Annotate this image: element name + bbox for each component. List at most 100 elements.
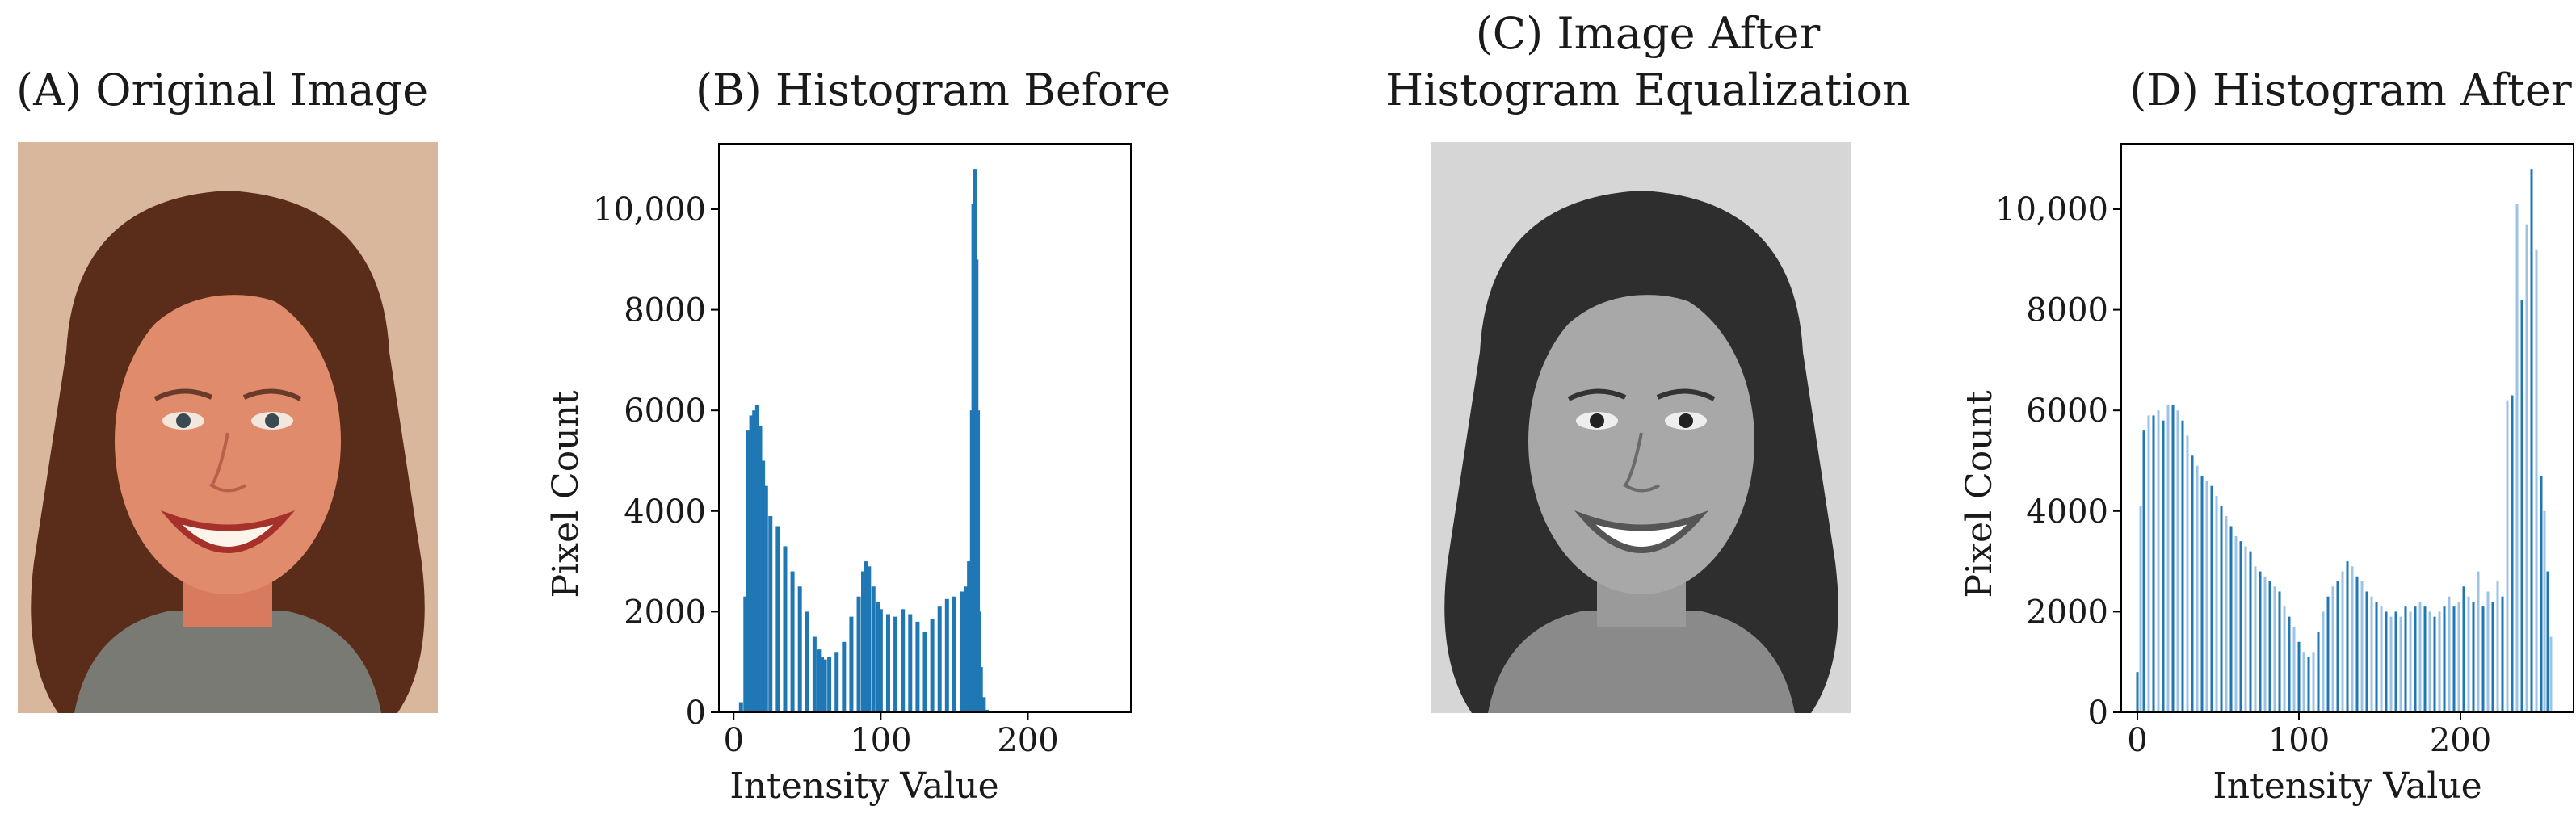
- histogram-after-bar: [2278, 591, 2281, 712]
- y-tick-label: 6000: [624, 392, 706, 430]
- histogram-before-bars: [738, 169, 989, 713]
- histogram-after-bar: [2385, 611, 2388, 712]
- histogram-before-bar: [763, 485, 768, 712]
- histogram-after-bar: [2254, 566, 2257, 712]
- histogram-after-bar: [2249, 551, 2252, 712]
- histogram-after-xlabel: Intensity Value: [2213, 766, 2481, 807]
- y-tick-label: 0: [686, 695, 706, 732]
- histogram-after-bar: [2530, 169, 2533, 712]
- histogram-after-bar: [2486, 591, 2490, 712]
- histogram-after-bar: [2438, 611, 2441, 712]
- original-portrait-image: [18, 142, 438, 713]
- histogram-after-bar: [2147, 415, 2150, 712]
- histogram-after-bar: [2239, 541, 2242, 712]
- y-tick-label: 4000: [2026, 493, 2108, 531]
- histogram-after-bar: [2409, 611, 2412, 712]
- histogram-after-bar: [2200, 476, 2204, 712]
- histogram-before-bar: [885, 614, 890, 712]
- histogram-after-bar: [2157, 410, 2160, 712]
- histogram-after-bar: [2491, 601, 2494, 712]
- x-tick-label: 100: [2268, 722, 2330, 759]
- histogram-before-bar: [908, 614, 913, 712]
- histogram-after-bar: [2259, 571, 2262, 712]
- x-tick-label: 200: [2430, 722, 2491, 759]
- histogram-before-bar: [944, 598, 949, 712]
- histogram-before-bar: [746, 430, 750, 712]
- histogram-after-bar: [2501, 596, 2504, 712]
- histogram-after-bar: [2283, 606, 2286, 712]
- histogram-after-bar: [2525, 224, 2528, 713]
- histogram-before-bar: [754, 405, 759, 712]
- histogram-before-bar: [985, 709, 989, 712]
- histogram-after-bar: [2535, 249, 2538, 712]
- histogram-after-bar: [2225, 516, 2228, 712]
- panel-d-title: (D) Histogram After: [2129, 65, 2572, 115]
- histogram-after-bar: [2186, 435, 2189, 712]
- histogram-before-bar: [775, 526, 780, 712]
- histogram-before-bar: [849, 616, 854, 712]
- histogram-before-bar: [964, 586, 969, 712]
- histogram-after-bar: [2546, 571, 2549, 712]
- histogram-after-bar: [2457, 601, 2460, 712]
- histogram-after-bar: [2162, 420, 2165, 712]
- histogram-before-bar: [768, 516, 773, 712]
- histogram-after-bar: [2414, 606, 2417, 712]
- histogram-after-bar: [2355, 576, 2359, 712]
- histogram-after-bar: [2346, 561, 2349, 712]
- histogram-after-bar: [2394, 611, 2397, 712]
- histogram-after-bar: [2515, 204, 2519, 713]
- panel-b-title: (B) Histogram Before: [695, 65, 1171, 115]
- histogram-after-frame: [2120, 143, 2574, 713]
- panel-a-title: (A) Original Image: [16, 65, 429, 115]
- y-tick-label: 4000: [624, 493, 706, 531]
- histogram-before-bar: [783, 546, 788, 712]
- histogram-before-bar: [915, 621, 920, 712]
- histogram-after-bar: [2220, 506, 2223, 712]
- histogram-before-ylabel: Pixel Count: [545, 390, 586, 598]
- histogram-after-bar: [2448, 596, 2451, 712]
- histogram-after-bar: [2511, 395, 2514, 712]
- histogram-after-bar: [2229, 526, 2233, 712]
- histogram-after-bar: [2263, 576, 2267, 712]
- histogram-before-bar: [827, 657, 832, 712]
- histogram-before-bar: [952, 596, 956, 712]
- histogram-after-bar: [2540, 476, 2543, 712]
- histogram-before-bar: [805, 611, 809, 712]
- histogram-after-bar: [2375, 601, 2378, 712]
- y-tick-label: 0: [2088, 695, 2108, 732]
- histogram-before-bar: [922, 632, 927, 712]
- histogram-before-bar: [822, 659, 827, 712]
- histogram-before-bar: [856, 596, 861, 712]
- histogram-after-bar: [2297, 641, 2301, 712]
- histogram-after-bar: [2481, 606, 2485, 712]
- histogram-after-bar: [2215, 496, 2218, 712]
- histogram-after-bar: [2234, 535, 2238, 712]
- histogram-before-bar: [861, 571, 865, 712]
- histogram-before-bar: [937, 606, 942, 712]
- histogram-after-bar: [2317, 632, 2320, 712]
- histogram-after-bar: [2302, 652, 2305, 712]
- histogram-after-bar: [2418, 601, 2422, 712]
- histogram-after-bar: [2331, 586, 2334, 712]
- histogram-before-bar: [978, 666, 983, 712]
- histogram-after-bar: [2351, 566, 2354, 712]
- histogram-after-bar: [2191, 455, 2194, 712]
- histogram-after-bar: [2312, 652, 2315, 712]
- histogram-after-bar: [2142, 430, 2145, 712]
- histogram-after-bar: [2443, 606, 2446, 712]
- histogram-before-bar: [977, 611, 981, 712]
- histogram-after-bar: [2433, 616, 2436, 712]
- histogram-before-xlabel: Intensity Value: [729, 766, 998, 807]
- histogram-before-bar: [738, 702, 743, 712]
- histogram-before-bar: [749, 415, 754, 712]
- histogram-after-bar: [2506, 400, 2509, 712]
- histogram-before-bar: [817, 649, 822, 712]
- histogram-after-bar: [2292, 627, 2296, 712]
- histogram-after-bar: [2404, 606, 2407, 712]
- equalized-portrait-drawing: [1431, 142, 1851, 713]
- histogram-before-bar: [960, 591, 964, 712]
- histogram-before-bar: [976, 410, 981, 712]
